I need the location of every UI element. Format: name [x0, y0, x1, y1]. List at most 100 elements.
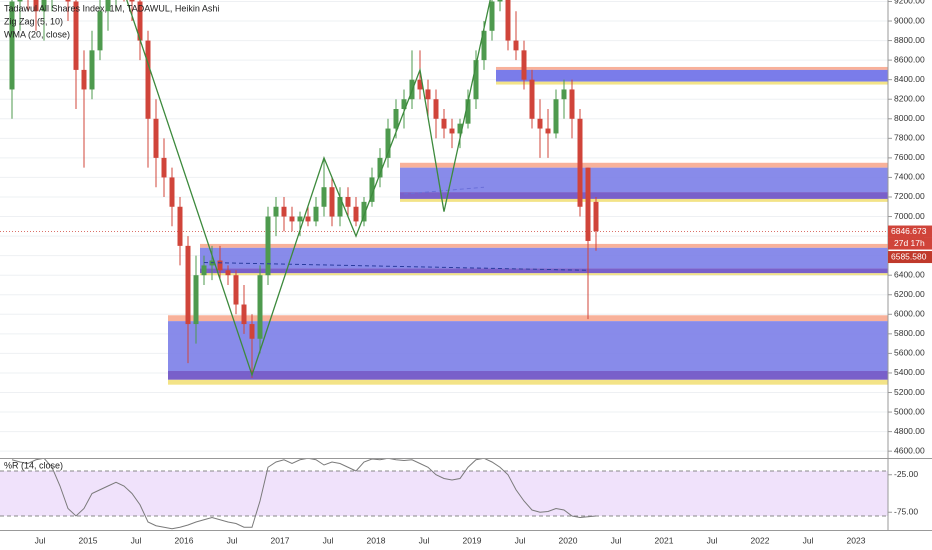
x-tick-label: 2022	[751, 535, 770, 545]
y-tick-label: 4600.00	[894, 445, 925, 455]
candle-body	[185, 245, 191, 325]
candle-body	[321, 187, 327, 207]
oscillator-line	[11, 459, 597, 530]
y-tick-label: 5400.00	[894, 367, 925, 377]
x-tick-label: Jul	[707, 535, 718, 545]
candle-body	[449, 128, 455, 134]
zone-band	[496, 66, 888, 70]
candle-body	[393, 109, 399, 129]
candle-body	[81, 69, 87, 90]
candle-body	[441, 118, 447, 129]
y-tick-label: 7800.00	[894, 133, 925, 143]
candle-body	[33, 0, 39, 12]
candle-body	[529, 79, 535, 119]
y-tick-label: 7200.00	[894, 191, 925, 201]
candle-body	[129, 0, 135, 2]
countdown-bg	[888, 237, 932, 250]
candle-body	[9, 1, 15, 90]
oscillator-band	[0, 471, 888, 516]
x-tick-label: 2023	[847, 535, 866, 545]
y-tick-label: 6200.00	[894, 289, 925, 299]
x-tick-label: 2021	[655, 535, 674, 545]
candle-body	[225, 270, 231, 276]
candle-body	[329, 187, 335, 217]
countdown-label: 27d 17h	[894, 238, 925, 248]
y-tick-label: 8800.00	[894, 35, 925, 45]
y-tick-label: 7600.00	[894, 152, 925, 162]
trendline	[203, 261, 589, 271]
level-price-label: 6585.580	[891, 251, 927, 261]
y-tick-label: 5800.00	[894, 328, 925, 338]
candle-body	[385, 128, 391, 158]
y-tick-label: 8600.00	[894, 54, 925, 64]
y-tick-label: 7000.00	[894, 211, 925, 221]
y-tick-label: 8400.00	[894, 74, 925, 84]
x-tick-label: 2020	[559, 535, 578, 545]
candle-body	[313, 206, 319, 222]
zigzag-line	[126, 0, 491, 377]
candle-body	[17, 0, 23, 2]
x-tick-label: 2018	[367, 535, 386, 545]
candle-body	[193, 275, 199, 325]
candle-body	[457, 123, 463, 134]
candle-body	[297, 216, 303, 222]
candle-body	[201, 265, 207, 276]
x-tick-label: Jul	[611, 535, 622, 545]
zone-band	[400, 167, 888, 193]
candle-body	[265, 216, 271, 276]
zone-band	[496, 81, 888, 85]
candle-body	[41, 0, 47, 12]
zone-band	[400, 198, 888, 202]
candle-body	[521, 50, 527, 80]
zone-band	[168, 370, 888, 380]
y-tick-label: 6400.00	[894, 269, 925, 279]
candle-body	[65, 0, 71, 2]
labels: Tadawul All Shares Index, 1M, TADAWUL, H…	[4, 3, 219, 470]
candle-body	[465, 99, 471, 124]
level-price-label-bg	[888, 251, 932, 264]
candle-body	[361, 201, 367, 222]
candle-body	[137, 1, 143, 41]
candle-body	[561, 89, 567, 100]
candle-body	[161, 157, 167, 178]
candle-body	[585, 167, 591, 241]
candle-body	[369, 177, 375, 202]
y-tick-label: 8000.00	[894, 113, 925, 123]
candle-body	[169, 177, 175, 207]
candle-body	[257, 275, 263, 339]
x-tick-label: Jul	[515, 535, 526, 545]
zone-band	[168, 379, 888, 385]
candle-body	[417, 79, 423, 90]
zone-band	[200, 247, 888, 269]
candle-body	[377, 157, 383, 178]
candle-body	[337, 196, 343, 217]
x-tick-label: 2017	[271, 535, 290, 545]
y-tick-label: 5200.00	[894, 387, 925, 397]
y-tick-label: 5000.00	[894, 406, 925, 416]
x-tick-label: Jul	[323, 535, 334, 545]
candle-body	[289, 216, 295, 222]
zone-band	[400, 162, 888, 168]
last-price-label-bg	[888, 225, 932, 238]
candle-body	[425, 89, 431, 100]
candle-body	[505, 0, 511, 41]
candle-body	[353, 206, 359, 222]
indicator-label: Zig Zag (5, 10)	[4, 16, 63, 26]
candle-body	[569, 89, 575, 119]
candle-body	[577, 118, 583, 207]
candle-body	[473, 60, 479, 100]
x-tick-label: 2019	[463, 535, 482, 545]
x-tick-label: 2016	[175, 535, 194, 545]
y-tick-label: 4800.00	[894, 426, 925, 436]
y-tick-label: 6000.00	[894, 309, 925, 319]
candle-body	[537, 118, 543, 129]
candle-body	[281, 206, 287, 217]
candle-body	[97, 11, 103, 51]
x-tick-label: Jul	[419, 535, 430, 545]
trendline	[403, 186, 485, 195]
y-tick-label: 9000.00	[894, 15, 925, 25]
candle-body	[233, 275, 239, 305]
zone-band	[496, 69, 888, 82]
